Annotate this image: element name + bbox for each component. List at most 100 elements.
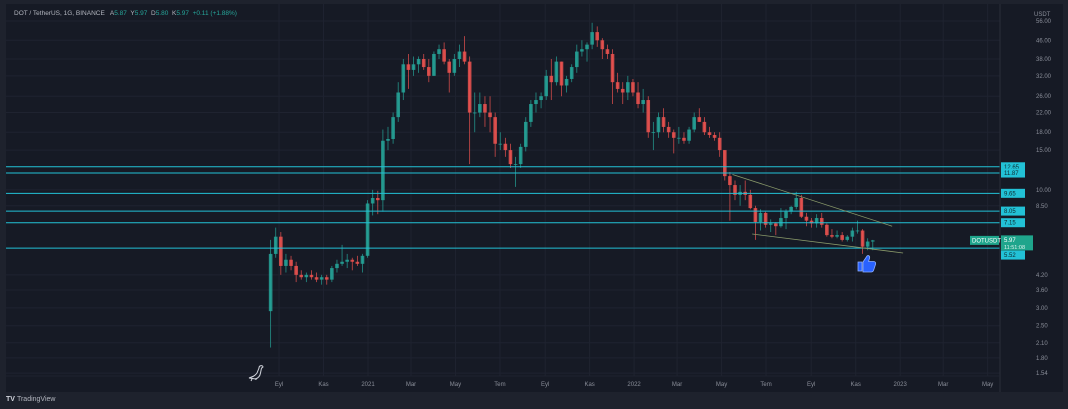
time-tick-label: Eyl bbox=[807, 382, 815, 388]
candle-down bbox=[427, 67, 431, 76]
candle-down bbox=[600, 40, 605, 50]
candle-up bbox=[865, 241, 870, 247]
candle-up bbox=[411, 64, 416, 70]
unit-label: USDT bbox=[1034, 12, 1051, 18]
candle-down bbox=[809, 220, 814, 224]
candle-down bbox=[636, 92, 640, 105]
price-tick-label: 38.00 bbox=[1036, 57, 1052, 63]
support-resistance-levels[interactable] bbox=[6, 166, 1000, 249]
symbol-tag-text: DOTUSDT bbox=[972, 238, 1001, 244]
close-value: 5.97 bbox=[176, 10, 189, 17]
candle-down bbox=[559, 61, 564, 86]
candle-up bbox=[416, 59, 421, 65]
trendline[interactable] bbox=[752, 233, 904, 254]
dinosaur-icon bbox=[248, 365, 264, 382]
candle-down bbox=[421, 59, 426, 68]
low-label: D bbox=[150, 10, 156, 17]
symbol-legend[interactable]: DOT / TetherUS, 1G, BINANCE A5.87 Y5.97 … bbox=[14, 10, 237, 17]
level-price-tag-text: 12.65 bbox=[1004, 165, 1020, 171]
candle-up bbox=[585, 44, 589, 50]
candle-up bbox=[544, 75, 548, 97]
time-tick-label: Kas bbox=[584, 382, 594, 388]
open-value: 5.87 bbox=[114, 10, 127, 17]
price-tick-label: 1.80 bbox=[1036, 356, 1048, 362]
candle-up bbox=[539, 96, 543, 101]
level-price-tag-text: 5.52 bbox=[1004, 253, 1016, 259]
candle-down bbox=[483, 104, 487, 113]
candle-up bbox=[335, 263, 339, 269]
candle-down bbox=[682, 137, 686, 141]
time-tick-label: 2022 bbox=[627, 382, 641, 388]
candle-up bbox=[626, 82, 630, 93]
candle-up bbox=[518, 146, 523, 165]
candle-down bbox=[671, 132, 676, 138]
candle-down bbox=[799, 198, 804, 217]
candle-down bbox=[279, 236, 283, 266]
price-tick-label: 3.60 bbox=[1036, 288, 1048, 294]
candle-down bbox=[610, 53, 615, 83]
candle-up bbox=[789, 206, 793, 212]
candle-up bbox=[273, 236, 278, 254]
time-tick-label: Mar bbox=[406, 382, 416, 388]
candle-down bbox=[702, 121, 707, 133]
trendlines[interactable] bbox=[732, 174, 904, 254]
close-label: K bbox=[171, 10, 177, 17]
candle-down bbox=[549, 75, 554, 83]
candle-up bbox=[330, 268, 334, 280]
candles bbox=[268, 22, 875, 348]
candle-up bbox=[677, 137, 681, 139]
candle-up bbox=[850, 230, 855, 237]
candle-up bbox=[370, 198, 375, 204]
candle-up bbox=[784, 211, 788, 219]
candle-down bbox=[615, 82, 620, 89]
level-price-tag bbox=[1001, 168, 1025, 178]
candle-up bbox=[580, 49, 584, 52]
candle-up bbox=[386, 138, 390, 141]
candle-down bbox=[830, 235, 834, 237]
candle-up bbox=[687, 129, 691, 141]
time-tick-label: Eyl bbox=[275, 382, 283, 388]
level-price-tag bbox=[1001, 162, 1025, 172]
thumbs-up-icon bbox=[857, 255, 877, 273]
price-tick-label: 22.00 bbox=[1036, 111, 1052, 117]
level-price-tag-text: 9.65 bbox=[1004, 191, 1016, 197]
price-tick-label: 18.00 bbox=[1036, 130, 1052, 136]
candle-up bbox=[656, 117, 661, 133]
price-tick-label: 2.10 bbox=[1036, 341, 1048, 347]
candle-up bbox=[534, 100, 538, 105]
candle-down bbox=[375, 198, 380, 201]
time-tick-label: May bbox=[716, 382, 727, 388]
candle-up bbox=[396, 92, 401, 118]
candle-up bbox=[575, 51, 579, 68]
candle-down bbox=[748, 194, 753, 209]
candle-down bbox=[819, 218, 824, 225]
candle-up bbox=[569, 67, 574, 79]
candle-up bbox=[498, 143, 503, 145]
candle-down bbox=[493, 117, 497, 144]
level-price-tag bbox=[1001, 188, 1025, 198]
candle-down bbox=[355, 261, 360, 264]
candle-down bbox=[314, 277, 319, 280]
chart-panel[interactable]: USDT 56.00 46.00 38.00 32.00 26.00 22.00 18.00 1… bbox=[6, 4, 1063, 392]
candle-down bbox=[804, 216, 809, 221]
candle-up bbox=[814, 218, 819, 224]
candle-down bbox=[774, 223, 778, 227]
candle-up bbox=[523, 121, 528, 147]
candle-down bbox=[728, 176, 732, 186]
candle-down bbox=[595, 32, 600, 41]
change-value: +0.11 (+1.88%) bbox=[192, 10, 237, 17]
price-tick-label: 15.00 bbox=[1036, 148, 1052, 154]
grid bbox=[6, 4, 1000, 376]
time-axis[interactable]: Eyl Kas 2021 Mar May Tem Eyl Kas 2022 Mar May Tem Ey… bbox=[6, 375, 1000, 388]
candle-down bbox=[299, 274, 304, 278]
candle-down bbox=[406, 64, 411, 70]
brand-name: TradingView bbox=[16, 396, 56, 403]
candle-up bbox=[365, 203, 370, 256]
tradingview-logo[interactable]: TV TradingView bbox=[6, 396, 55, 403]
trendline[interactable] bbox=[732, 174, 893, 227]
price-tick-label: 2.50 bbox=[1036, 324, 1048, 330]
time-tick-label: May bbox=[982, 382, 993, 388]
